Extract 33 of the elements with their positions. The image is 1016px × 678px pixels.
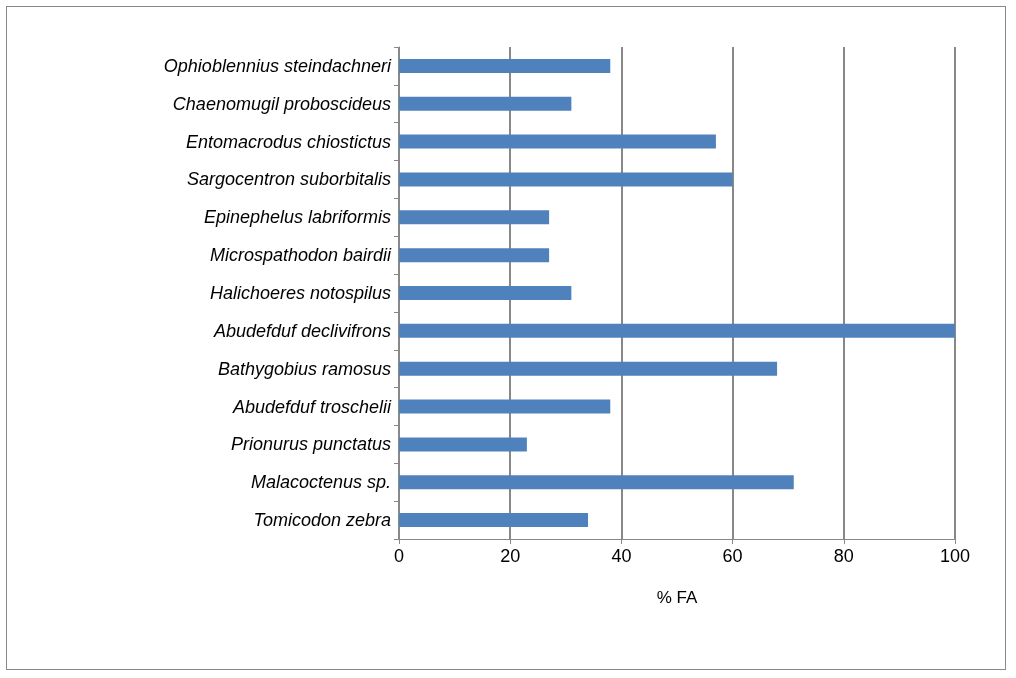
y-tick-label: Chaenomugil proboscideus xyxy=(172,93,391,114)
bar xyxy=(399,323,955,338)
x-tick-label: 0 xyxy=(393,546,405,566)
x-tick-label: 40 xyxy=(611,546,632,566)
x-tick-label: 80 xyxy=(833,546,854,566)
x-tick-label: 100 xyxy=(939,546,971,566)
y-tick-label: Epinephelus labriformis xyxy=(203,207,391,228)
bar xyxy=(399,437,527,452)
bar xyxy=(399,475,794,490)
bar xyxy=(399,361,778,376)
bar xyxy=(399,210,550,225)
bar xyxy=(399,513,589,528)
bar xyxy=(399,58,611,73)
y-tick-label: Sargocentron suborbitalis xyxy=(186,169,391,190)
y-tick-label: Tomicodon zebra xyxy=(253,510,391,531)
y-tick-label: Prionurus punctatus xyxy=(230,434,391,455)
x-tick-label: 20 xyxy=(500,546,521,566)
y-tick-label: Abudefduf declivifrons xyxy=(212,320,391,341)
y-tick-label: Halichoeres notospilus xyxy=(209,283,391,303)
y-tick-label: Malacoctenus sp. xyxy=(250,472,391,493)
x-axis-title: % FA xyxy=(656,588,698,607)
bar xyxy=(399,399,611,414)
y-tick-label: Entomacrodus chiostictus xyxy=(185,131,391,152)
bar xyxy=(399,172,733,187)
bar xyxy=(399,134,716,149)
y-tick-label: Abudefduf troschelii xyxy=(231,396,392,417)
y-tick-label: Bathygobius ramosus xyxy=(217,358,391,379)
y-tick-label: Ophioblennius steindachneri xyxy=(163,55,392,76)
bar xyxy=(399,286,572,300)
bar xyxy=(399,96,572,111)
bar xyxy=(399,248,550,263)
x-tick-label: 60 xyxy=(722,546,743,566)
y-tick-label: Microspathodon bairdii xyxy=(209,245,392,266)
